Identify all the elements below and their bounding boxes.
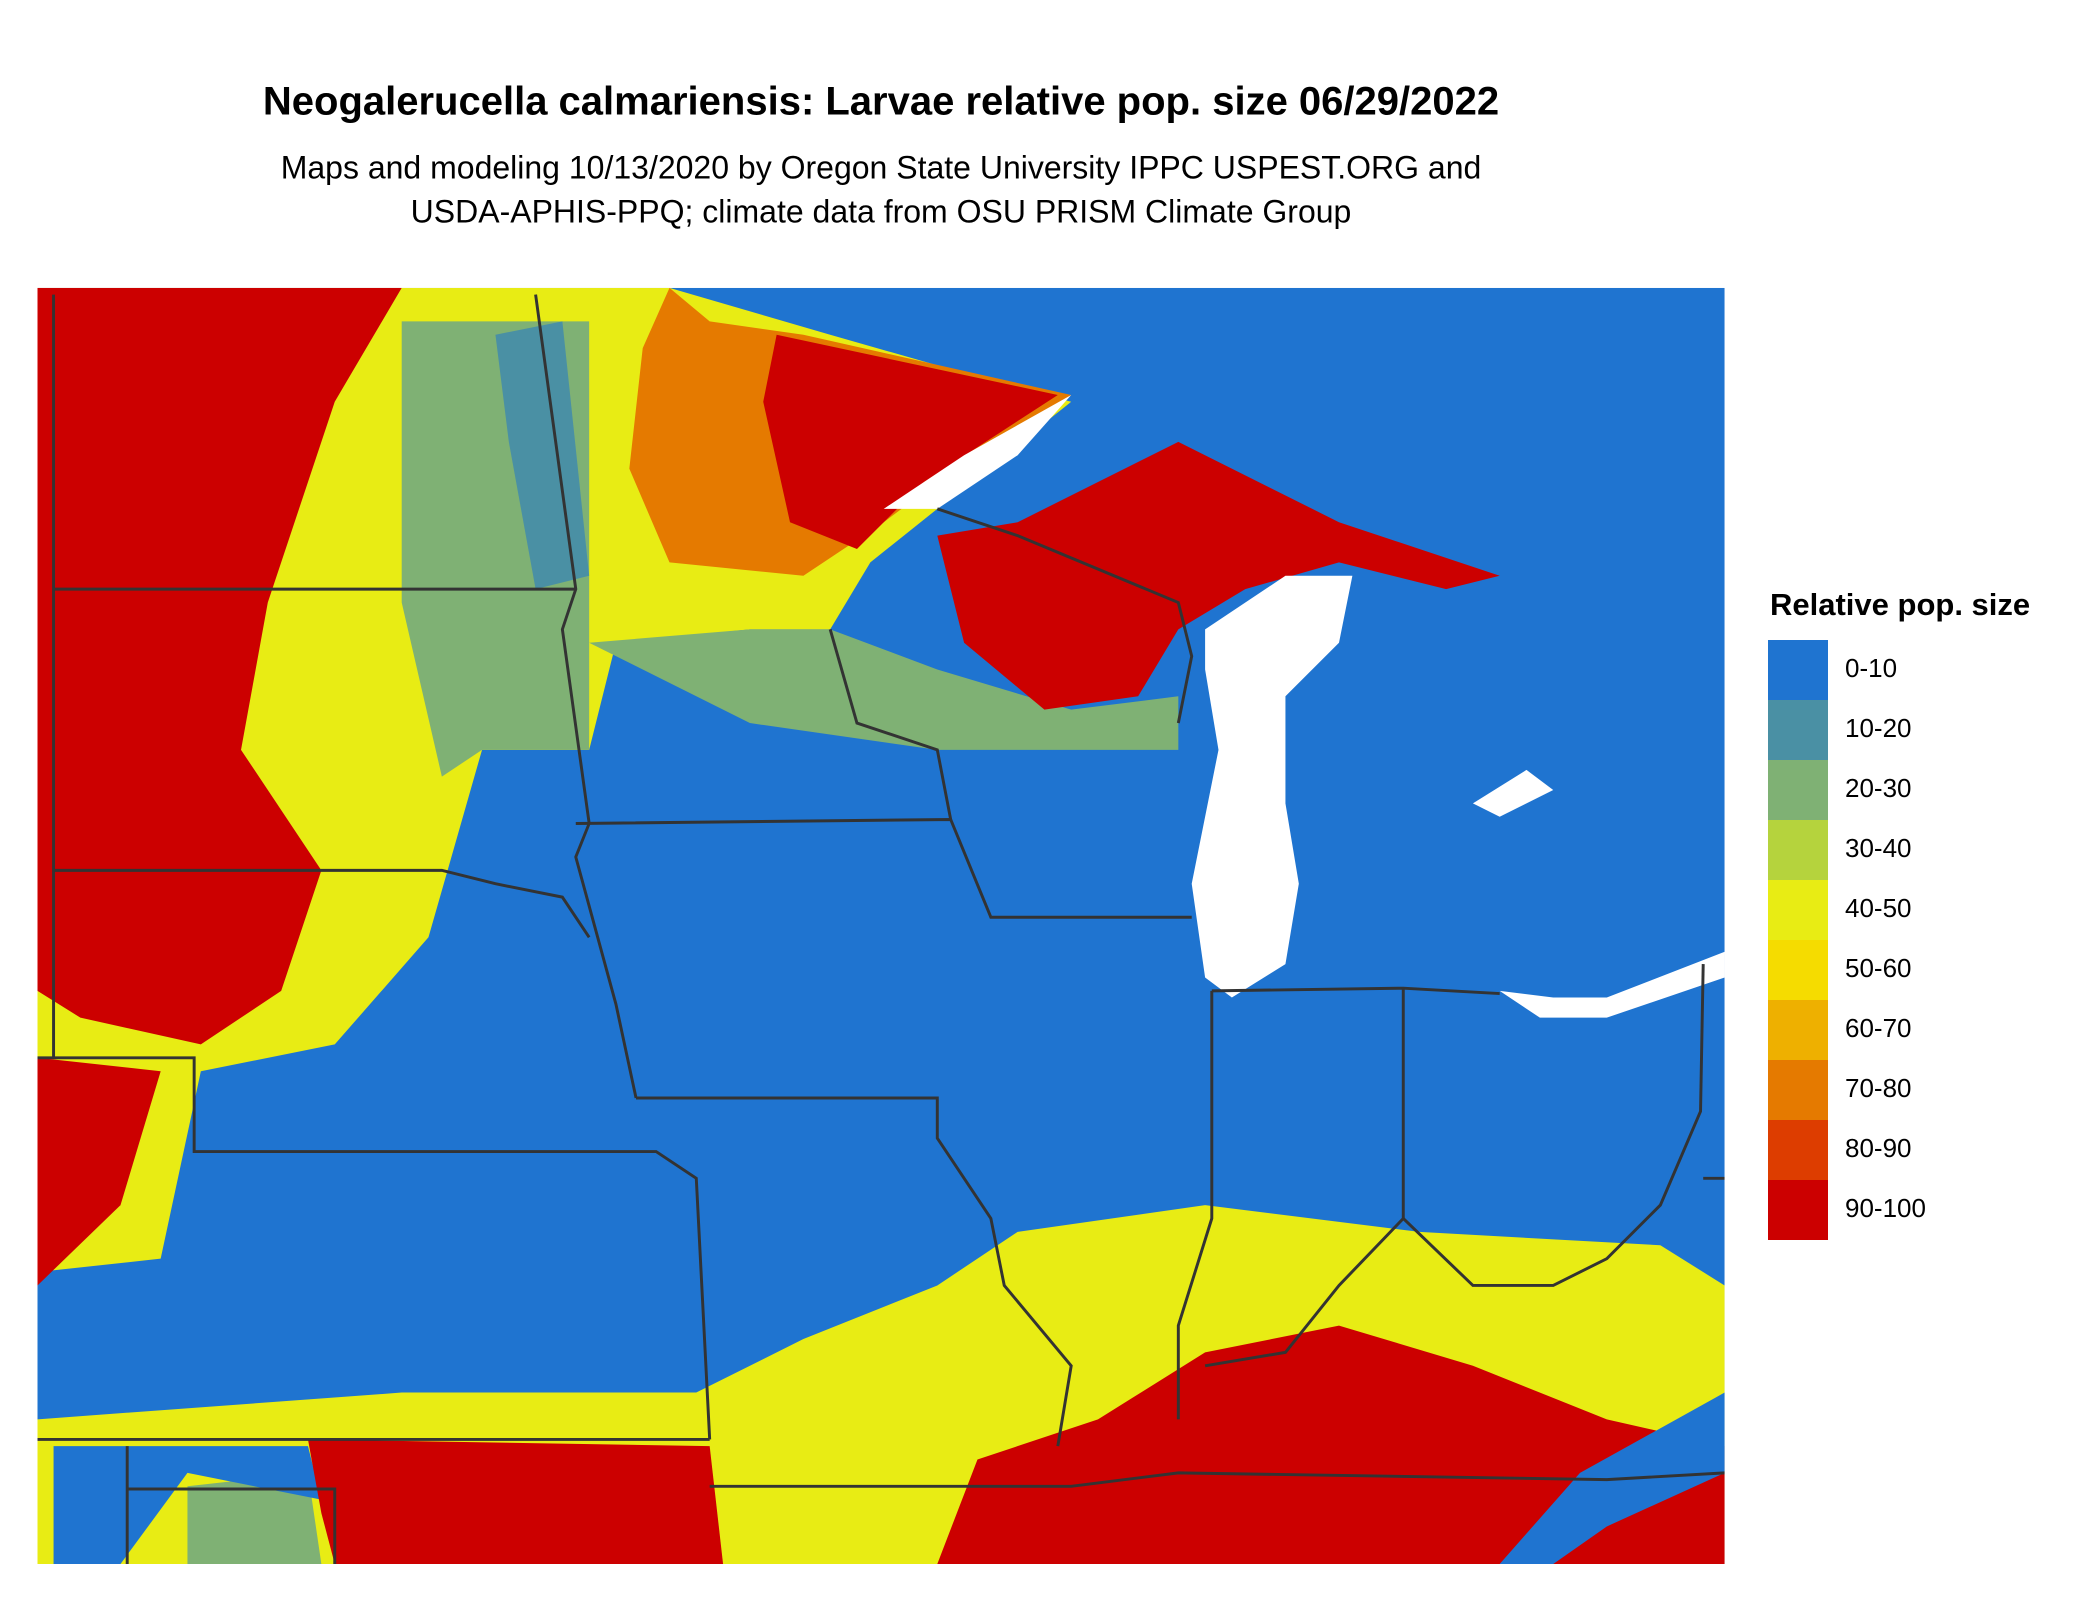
legend-label: 10-20 xyxy=(1845,713,1912,743)
zone xyxy=(53,1446,322,1564)
lake xyxy=(1499,951,1725,1018)
zone xyxy=(37,1057,161,1286)
state-border xyxy=(127,1487,337,1564)
legend: 0-10 10-20 20-30 30-40 40-50 50-60 60-70 70-80 8… xyxy=(1768,640,1926,1240)
subtitle: USDA-APHIS-PPQ; climate data from OSU PR… xyxy=(411,193,1352,229)
zone xyxy=(763,334,1058,549)
subtitle: Maps and modeling 10/13/2020 by Oregon S… xyxy=(281,149,1482,185)
state-border xyxy=(1402,964,1705,1287)
legend-swatch xyxy=(1768,1000,1828,1060)
legend-label: 60-70 xyxy=(1845,1013,1912,1043)
state-border xyxy=(1204,988,1405,1368)
map xyxy=(37,287,1725,1564)
legend-label: 80-90 xyxy=(1845,1133,1912,1163)
state-border xyxy=(709,1471,1725,1488)
legend-label: 30-40 xyxy=(1845,833,1912,863)
state-border xyxy=(1176,990,1214,1420)
legend-label: 20-30 xyxy=(1845,773,1912,803)
legend-swatch xyxy=(1768,820,1828,880)
state-border xyxy=(828,628,953,820)
zone xyxy=(937,441,1500,710)
legend-label: 50-60 xyxy=(1845,953,1912,983)
legend-swatch xyxy=(1768,880,1828,940)
zone xyxy=(37,287,402,1045)
lake xyxy=(1191,575,1353,998)
legend-swatch xyxy=(1768,940,1828,1000)
legend-title: Relative pop. size xyxy=(1770,587,2030,622)
lake xyxy=(1472,769,1554,817)
legend-label: 90-100 xyxy=(1845,1193,1926,1223)
legend-swatch xyxy=(1768,760,1828,820)
map-title: Neogalerucella calmariensis: Larvae rela… xyxy=(263,80,1499,124)
zone xyxy=(937,1325,1725,1564)
state-border xyxy=(936,507,1194,724)
legend-label: 0-10 xyxy=(1845,653,1897,683)
legend-label: 70-80 xyxy=(1845,1073,1912,1103)
legend-swatch xyxy=(1768,700,1828,760)
legend-swatch xyxy=(1768,1060,1828,1120)
legend-label: 40-50 xyxy=(1845,893,1912,923)
state-border xyxy=(37,1056,712,1440)
lake xyxy=(883,395,1072,509)
legend-swatch xyxy=(1768,640,1828,700)
legend-swatch xyxy=(1768,1120,1828,1180)
zone xyxy=(589,629,1179,750)
zone xyxy=(187,1472,322,1564)
zone xyxy=(307,1439,724,1564)
map-layer xyxy=(37,287,1725,1564)
state-border xyxy=(575,817,1192,919)
state-border xyxy=(636,1096,1073,1447)
state-border xyxy=(53,868,591,939)
legend-swatch xyxy=(1768,1180,1828,1240)
